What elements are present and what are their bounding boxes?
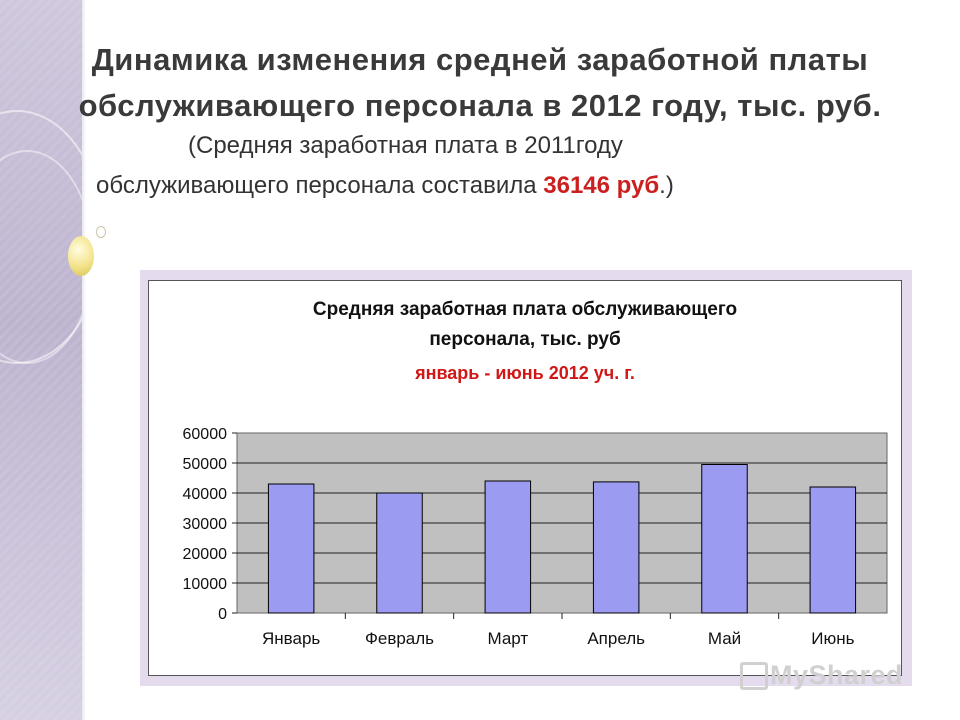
watermark: MyShared xyxy=(740,660,904,691)
x-tick-label: Январь xyxy=(262,629,320,648)
slide-subtitle-line2: обслуживающего персонала составила 36146… xyxy=(96,172,674,200)
watermark-icon xyxy=(740,662,768,690)
bar xyxy=(809,486,857,614)
decor-bead xyxy=(68,236,94,276)
y-tick-label: 40000 xyxy=(183,486,228,503)
subtitle-prefix: обслуживающего персонала составила xyxy=(96,172,544,199)
x-tick-label: Март xyxy=(487,629,528,648)
slide-title-line1: Динамика изменения средней заработной пл… xyxy=(91,42,869,77)
subtitle-suffix: .) xyxy=(659,172,674,199)
bar xyxy=(484,480,532,614)
x-tick-label: Февраль xyxy=(365,629,434,648)
y-tick-label: 0 xyxy=(218,606,227,623)
y-tick-label: 60000 xyxy=(183,426,228,443)
left-decoration xyxy=(0,0,82,720)
x-tick-label: Май xyxy=(708,629,741,648)
chart-subtitle: январь - июнь 2012 уч. г. xyxy=(415,363,635,383)
y-tick-label: 30000 xyxy=(183,516,228,533)
watermark-text: MyShared xyxy=(770,660,904,690)
x-tick-label: Апрель xyxy=(587,629,645,648)
y-tick-label: 20000 xyxy=(183,546,228,563)
decor-bead-small xyxy=(96,226,106,238)
y-tick-label: 50000 xyxy=(183,456,228,473)
chart-title-line2: персонала, тыс. руб xyxy=(429,329,621,350)
slide-subtitle-line1: (Средняя заработная плата в 2011году xyxy=(188,132,623,159)
bar-chart: 0 10000 20000 30000 40000 50000 60000 Январь Фев… xyxy=(183,426,888,648)
subtitle-highlight-value: 36146 руб xyxy=(543,172,660,199)
bar xyxy=(267,483,315,614)
bar xyxy=(701,464,748,614)
y-tick-label: 10000 xyxy=(183,576,228,593)
x-tick-label: Июнь xyxy=(811,629,854,648)
bar xyxy=(376,492,423,614)
chart-container: Средняя заработная плата обслуживающего … xyxy=(148,280,902,676)
slide-title-line2: обслуживающего персонала в 2012 году, ты… xyxy=(78,88,882,123)
chart-frame: Средняя заработная плата обслуживающего … xyxy=(140,270,912,686)
bar xyxy=(592,481,640,614)
chart-title-line1: Средняя заработная плата обслуживающего xyxy=(312,299,738,320)
decor-edge xyxy=(82,0,86,720)
